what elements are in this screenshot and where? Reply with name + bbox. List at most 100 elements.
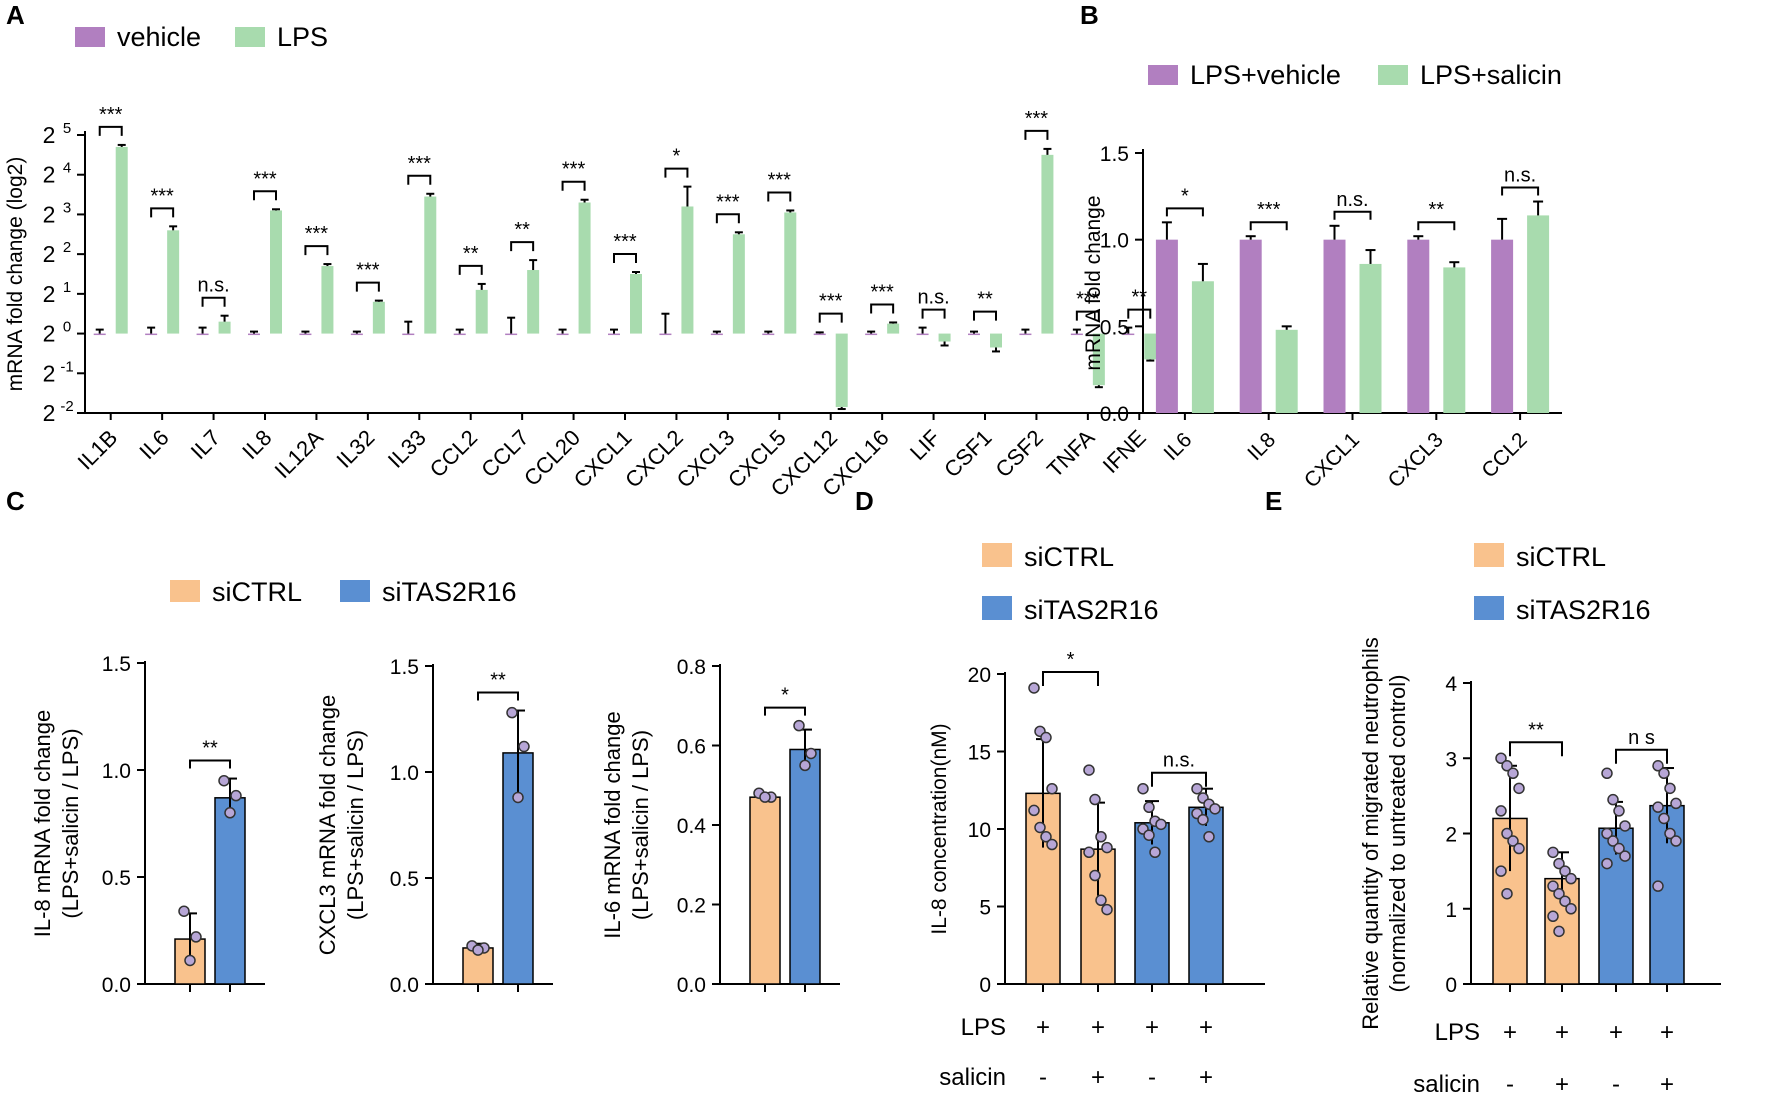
e-sig-1-label: ** — [1528, 719, 1544, 741]
legend-b-lps-salicin-label: LPS+salicin — [1420, 60, 1562, 90]
a-bar-vehicle-il8 — [248, 333, 260, 336]
d-point-1 — [1034, 821, 1046, 834]
e-lps-sign-3: + — [1609, 1019, 1623, 1046]
b-ytick-label: 0.5 — [1100, 316, 1129, 339]
a-sig-ccl7-bracket — [510, 241, 535, 252]
e-point-3 — [1613, 805, 1625, 817]
a-sig-csf2-bracket — [1024, 129, 1049, 140]
a-sig-ccl2-bracket — [458, 264, 483, 275]
a-sig-cxcl16-bracket — [870, 303, 895, 314]
c1-bar-sitas2r16 — [214, 797, 246, 985]
a-sig-cxcl1-bracket — [613, 253, 637, 264]
e-y-axis-label-1: Relative quantity of migrated neutrophil… — [1358, 637, 1383, 1030]
d-salicin-sign-4: + — [1199, 1064, 1213, 1091]
e-point-1 — [1501, 827, 1513, 840]
c3-point-sitas2r16 — [793, 719, 805, 732]
e-lps-sign-2: + — [1555, 1019, 1569, 1046]
e-ytick-label: 4 — [1445, 673, 1457, 696]
a-sig-cxcl1-label: *** — [613, 231, 637, 253]
d-point-1 — [1028, 804, 1040, 817]
panel-label-b: B — [1080, 0, 1099, 30]
a-bar-lps-il6 — [167, 230, 180, 334]
a-sig-lif-label: n.s. — [917, 287, 949, 309]
c2-ytick-label: 0.5 — [390, 868, 419, 891]
b-sig-il8-bracket — [1249, 221, 1288, 231]
d-point-4 — [1203, 831, 1215, 843]
a-sig-cxcl2-bracket — [664, 167, 689, 178]
legend-e-sitas2r16-swatch — [1474, 596, 1504, 620]
e-point-1 — [1513, 842, 1525, 855]
d-point-2 — [1101, 903, 1113, 916]
e-ytick-label: 2 — [1445, 824, 1457, 847]
a-ytick-label: 2 — [43, 241, 56, 267]
a-bar-vehicle-ccl20 — [556, 333, 569, 336]
a-xtick-label-il7: IL7 — [186, 425, 225, 464]
a-bar-lps-cxcl2 — [681, 206, 694, 334]
b-bar-salicin-cxcl3 — [1443, 267, 1466, 413]
e-point-3 — [1601, 857, 1613, 870]
c2-ytick-label: 1.5 — [390, 656, 419, 679]
b-bar-salicin-ccl2 — [1527, 215, 1550, 413]
a-bar-lps-il33 — [424, 196, 437, 334]
a-sig-cxcl2-label: * — [673, 146, 681, 168]
e-point-2 — [1559, 865, 1571, 877]
b-xtick-label-il8: IL8 — [1243, 428, 1280, 465]
a-xtick-label-csf2: CSF2 — [991, 425, 1048, 482]
a-sig-il7-label: n.s. — [197, 275, 229, 297]
a-sig-il8-label: *** — [253, 168, 277, 190]
a-ytick-exp: -2 — [60, 398, 73, 415]
d-point-3 — [1149, 846, 1161, 858]
a-ytick-exp: 5 — [63, 120, 71, 137]
a-ytick-exp: -1 — [60, 358, 73, 375]
a-ytick-exp: 1 — [63, 279, 71, 296]
d-sig-2-label: n.s. — [1163, 750, 1195, 772]
a-ytick-label: 2 — [43, 360, 56, 386]
d-salicin-sign-1: - — [1039, 1064, 1047, 1091]
legend-a-lps-label: LPS — [277, 22, 328, 52]
a-xtick-label-il6: IL6 — [134, 425, 173, 464]
d-point-2 — [1095, 894, 1107, 907]
d-point-1 — [1046, 782, 1058, 795]
a-xtick-label-il1b: IL1B — [73, 425, 123, 475]
a-xtick-label-il8: IL8 — [237, 425, 276, 464]
e-point-4 — [1664, 782, 1676, 795]
c3-y-axis-label-1: IL-6 mRNA fold change — [600, 711, 625, 938]
a-sig-cxcl16-label: *** — [870, 281, 894, 303]
a-sig-il32-bracket — [355, 281, 380, 292]
a-bar-vehicle-cxcl3 — [710, 333, 723, 336]
b-xtick-label-ccl2: CCL2 — [1477, 428, 1531, 482]
c3-point-sictrl — [759, 791, 771, 803]
c2-point-sictrl — [472, 944, 484, 956]
c3-ytick-label: 0.6 — [677, 736, 706, 759]
legend-b-lps-vehicle-swatch — [1148, 65, 1178, 85]
legend-e-sictrl-swatch — [1474, 543, 1504, 567]
a-sig-csf1-bracket — [973, 310, 997, 321]
d-point-2 — [1083, 764, 1095, 776]
b-bar-vehicle-cxcl1 — [1323, 239, 1346, 413]
e-sig-2-bracket — [1615, 748, 1668, 764]
a-sig-ccl7-label: ** — [514, 219, 530, 241]
a-bar-vehicle-il7 — [196, 333, 209, 336]
e-point-3 — [1607, 793, 1619, 806]
a-sig-cxcl3-bracket — [715, 213, 740, 224]
d-sig-1-bracket — [1042, 670, 1099, 686]
a-ytick-exp: 4 — [63, 160, 71, 177]
a-bar-lps-cxcl3 — [732, 234, 745, 334]
legend-a-vehicle-label: vehicle — [117, 22, 201, 52]
d-sig-2-bracket — [1151, 771, 1207, 787]
a-bar-vehicle-il33 — [402, 333, 415, 336]
d-point-2 — [1095, 831, 1107, 843]
a-sig-ccl2-label: ** — [463, 243, 479, 265]
e-lps-sign-1: + — [1503, 1019, 1517, 1046]
a-xtick-label-tnfa: TNFA — [1042, 425, 1100, 483]
c3-point-sitas2r16 — [799, 759, 811, 772]
d-y-axis-label: IL-8 concentration(nM) — [928, 723, 951, 934]
a-xtick-label-ifne: IFNE — [1098, 425, 1151, 478]
a-ytick-exp: 3 — [63, 199, 71, 216]
e-point-3 — [1601, 767, 1613, 780]
panel-label-e: E — [1265, 486, 1282, 516]
e-y-axis-label-2: (normalized to untreated control) — [1385, 675, 1410, 993]
a-xtick-label-il12a: IL12A — [270, 425, 329, 484]
a-bar-lps-ccl20 — [578, 202, 591, 334]
b-sig-ccl2-label: n.s. — [1504, 165, 1536, 187]
